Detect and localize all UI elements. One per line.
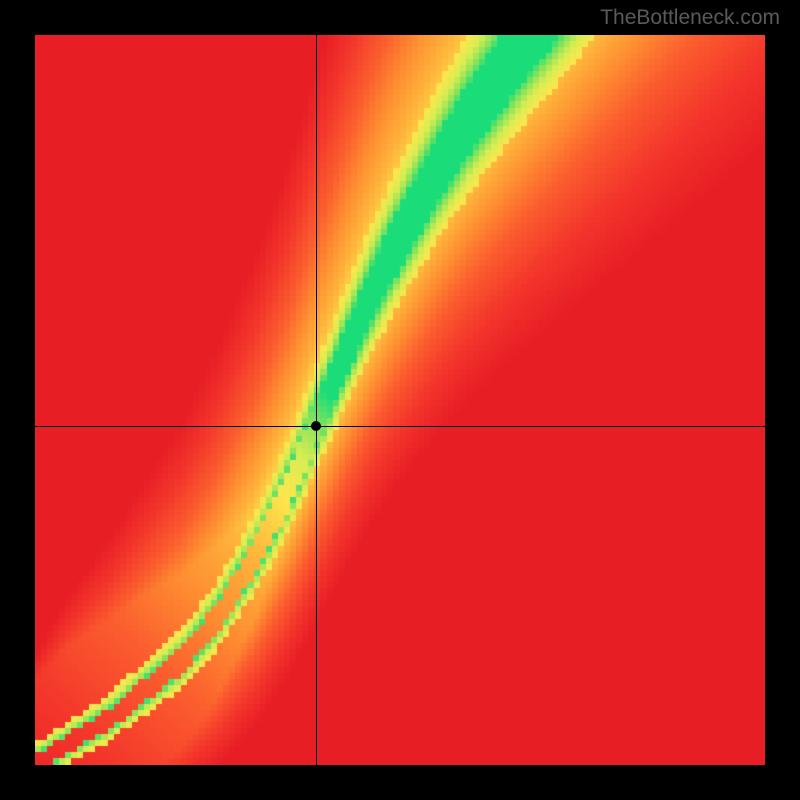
watermark-text: TheBottleneck.com (600, 6, 780, 30)
heatmap-canvas (35, 35, 765, 765)
crosshair-vertical (316, 35, 317, 765)
crosshair-horizontal (35, 426, 765, 427)
bottleneck-heatmap (35, 35, 765, 765)
crosshair-marker (311, 421, 321, 431)
